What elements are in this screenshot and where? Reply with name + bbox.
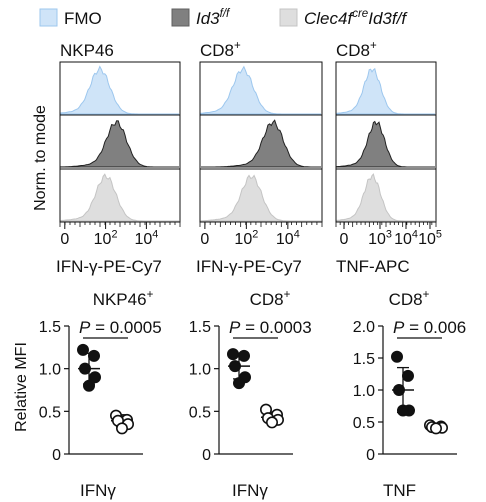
histogram-curve-id3	[201, 119, 321, 168]
dotplot-title: NKP46+	[93, 289, 154, 309]
histogram-curve-clec	[60, 173, 179, 222]
data-point	[265, 416, 278, 429]
y-tick-label: 0	[366, 447, 375, 464]
data-point	[401, 369, 414, 382]
histogram-tick-label: 104	[134, 229, 158, 248]
legend-item: Clec4fcreId3f/f	[279, 8, 408, 28]
legend-label: Id3f/f	[196, 8, 231, 28]
histogram-curve-clec	[200, 174, 321, 222]
data-point	[79, 362, 92, 375]
y-tick-label: 1.0	[189, 362, 211, 379]
data-point	[88, 349, 101, 362]
legend-swatch	[279, 8, 298, 27]
histogram-curve-fmo	[200, 65, 321, 115]
data-point	[83, 379, 96, 392]
dot-group	[227, 348, 252, 390]
data-point	[229, 360, 242, 373]
data-point	[77, 343, 90, 356]
histogram-title: NKP46	[60, 41, 114, 60]
dot-group	[390, 350, 415, 417]
y-tick-label: 0.5	[39, 404, 61, 421]
data-point	[392, 383, 405, 396]
histogram-tick-label: 102	[234, 229, 258, 248]
p-value: P = 0.006	[393, 318, 466, 337]
y-tick-label: 0.5	[189, 404, 211, 421]
dotplot-xlabel: IFNγ	[232, 481, 268, 500]
data-point	[429, 422, 442, 435]
dotplot-xlabel: TNF	[383, 481, 416, 500]
histogram-tick-label: 0	[340, 231, 349, 248]
histogram-xlabel: TNF-APC	[336, 257, 410, 276]
legend-label: Clec4fcreId3f/f	[304, 8, 408, 28]
histogram-curve-fmo	[60, 65, 179, 115]
dotplot-panel: NKP46+ 0 0.5 1.0 1.5 P = 0.0005 IFNγ	[39, 289, 162, 500]
legend-swatch	[171, 8, 190, 27]
dotplot-panel: CD8+ 0 0.5 1.0 1.5 P = 0.0003 IFNγ	[189, 289, 312, 500]
histogram-tick-label: 103	[368, 229, 392, 248]
dotplot-ylabel: Relative MFI	[13, 342, 30, 432]
data-point	[89, 371, 102, 384]
histogram-panel: CD8+ 0 103 104 105 TNF-APC	[335, 40, 442, 276]
y-tick-label: 1.5	[353, 351, 375, 368]
data-point	[116, 422, 129, 435]
y-tick-label: 0.5	[353, 415, 375, 432]
data-point	[233, 377, 246, 390]
dot-group	[259, 403, 284, 429]
legend-swatch	[39, 8, 58, 27]
histogram-tick-label: 104	[394, 229, 418, 248]
legend-item: Id3f/f	[171, 8, 231, 28]
y-tick-label: 2.0	[353, 319, 375, 336]
histogram-title: CD8+	[200, 40, 241, 60]
dotplot-title: CD8+	[250, 289, 291, 309]
histogram-curve-fmo	[336, 67, 435, 115]
y-tick-label: 0	[52, 447, 61, 464]
data-point	[227, 348, 240, 361]
histogram-xlabel: IFN-γ-PE-Cy7	[56, 257, 162, 276]
data-point	[390, 350, 403, 363]
dot-group	[77, 343, 102, 392]
y-tick-label: 1.0	[353, 383, 375, 400]
dotplot-section: Relative MFI NKP46+ 0 0.5 1.0 1.5 P = 0.0005 IF…	[13, 289, 466, 500]
histogram-tick-label: 105	[418, 229, 442, 248]
histogram-tick-label: 102	[94, 229, 118, 248]
histogram-frame	[335, 61, 437, 223]
histogram-xlabel: IFN-γ-PE-Cy7	[196, 257, 302, 276]
y-tick-label: 1.5	[189, 319, 211, 336]
histogram-panel: NKP46 0 102 104 IFN-γ-PE-Cy7	[56, 41, 181, 276]
y-tick-label: 1.0	[39, 362, 61, 379]
y-tick-label: 0	[202, 447, 211, 464]
data-point	[238, 349, 251, 362]
legend: FMO Id3f/f Clec4fcreId3f/f	[39, 8, 408, 28]
p-value: P = 0.0005	[79, 318, 162, 337]
histogram-title: CD8+	[336, 40, 377, 60]
histogram-ylabel: Norm. to mode	[32, 105, 49, 211]
dotplot-title: CD8+	[389, 289, 430, 309]
dotplot-xlabel: IFNγ	[80, 481, 116, 500]
histogram-curve-clec	[336, 173, 435, 222]
p-value: P = 0.0003	[229, 318, 312, 337]
histogram-curve-id3	[60, 120, 179, 168]
dot-group	[423, 419, 448, 435]
histogram-panel: CD8+ 0 102 104 IFN-γ-PE-Cy7	[196, 40, 323, 276]
histogram-tick-label: 104	[276, 229, 300, 248]
legend-label: FMO	[64, 9, 102, 28]
legend-item: FMO	[39, 8, 102, 28]
histogram-tick-label: 0	[200, 231, 209, 248]
data-point	[396, 404, 409, 417]
y-tick-label: 1.5	[39, 319, 61, 336]
histogram-curve-id3	[336, 120, 435, 168]
dotplot-panel: CD8+ 0 0.5 1.0 1.5 2.0 P = 0.006 TNF	[353, 289, 467, 500]
histogram-tick-label: 0	[60, 231, 69, 248]
dot-group	[110, 409, 135, 435]
